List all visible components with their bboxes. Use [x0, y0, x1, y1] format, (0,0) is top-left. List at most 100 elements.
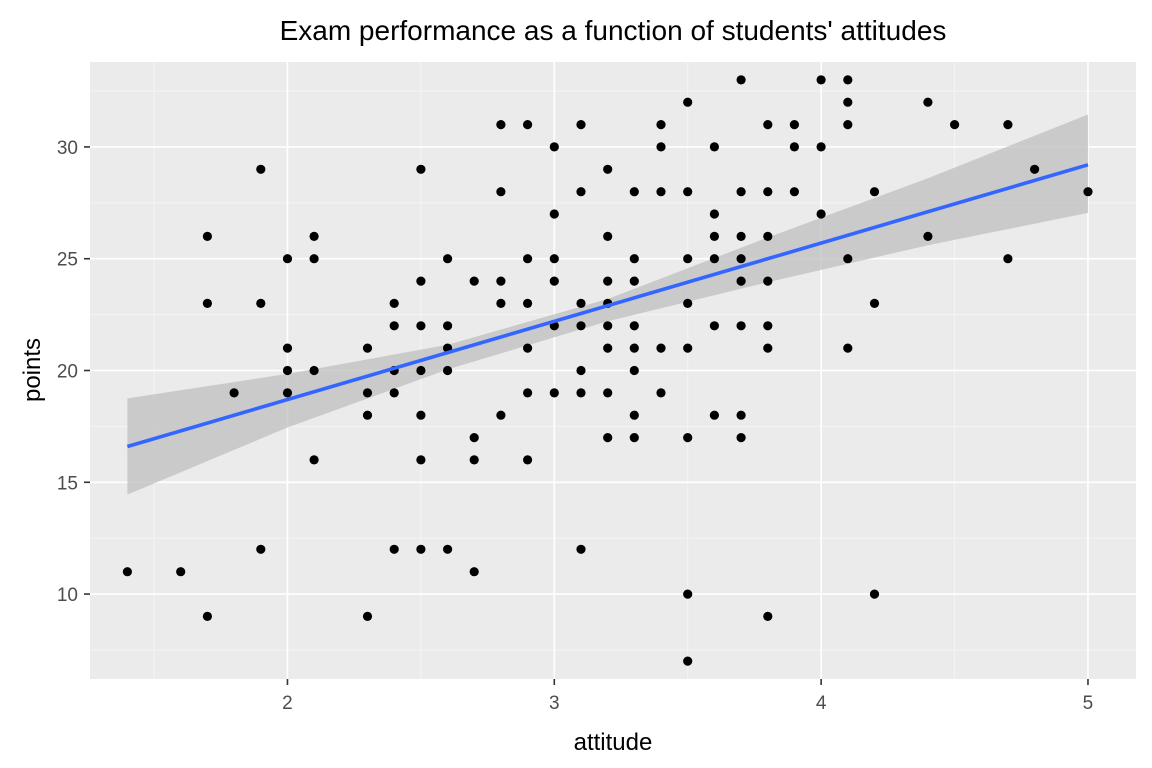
data-point	[389, 321, 399, 331]
data-point	[576, 187, 586, 197]
y-axis-title: points	[19, 338, 46, 402]
data-point	[282, 365, 293, 376]
data-point	[389, 388, 399, 398]
data-point	[656, 142, 666, 152]
data-point	[389, 544, 399, 554]
data-point	[523, 298, 533, 308]
data-point	[282, 254, 293, 264]
data-point	[443, 321, 453, 331]
data-point	[736, 276, 746, 286]
data-point	[709, 254, 720, 264]
x-axis: 2 3 4 5	[282, 679, 1093, 714]
data-point	[869, 589, 880, 599]
x-tick-label: 3	[549, 693, 560, 714]
data-point	[683, 97, 693, 107]
data-point	[416, 410, 426, 420]
data-point	[309, 254, 319, 264]
data-point	[416, 365, 426, 376]
data-point	[869, 298, 880, 308]
data-point	[549, 388, 559, 398]
data-point	[496, 120, 506, 130]
y-tick-label: 15	[57, 473, 78, 494]
data-point	[603, 164, 613, 174]
data-point	[736, 75, 746, 85]
data-point	[469, 455, 479, 465]
data-point	[202, 611, 212, 622]
data-point	[736, 254, 746, 264]
data-point	[443, 544, 453, 554]
data-point	[603, 433, 613, 443]
data-point	[202, 231, 212, 241]
data-point	[763, 321, 773, 331]
data-point	[603, 343, 613, 353]
data-point	[629, 410, 639, 420]
x-tick-label: 2	[282, 693, 293, 714]
data-point	[576, 298, 586, 308]
data-point	[523, 343, 533, 353]
data-point	[496, 276, 506, 286]
data-point	[282, 388, 293, 398]
data-point	[1083, 187, 1093, 197]
data-point	[629, 254, 639, 264]
data-point	[763, 120, 773, 130]
data-point	[656, 388, 666, 398]
data-point	[256, 164, 266, 174]
data-point	[603, 276, 613, 286]
data-point	[256, 544, 266, 554]
data-point	[843, 343, 853, 353]
data-point	[789, 120, 800, 130]
data-point	[416, 455, 426, 465]
data-point	[816, 209, 826, 219]
data-point	[629, 321, 639, 331]
y-tick-label: 30	[57, 138, 78, 159]
regression-line	[126, 163, 1089, 449]
data-point	[523, 120, 533, 130]
data-point	[656, 187, 666, 197]
data-point	[469, 276, 479, 286]
data-point	[629, 187, 639, 197]
data-point	[1003, 254, 1013, 264]
data-point	[629, 276, 639, 286]
data-point	[229, 388, 239, 398]
data-point	[736, 433, 746, 443]
data-point	[629, 433, 639, 443]
data-point	[416, 321, 426, 331]
data-point	[763, 343, 773, 353]
data-point	[683, 589, 693, 599]
data-point	[549, 254, 559, 264]
data-point	[443, 254, 453, 264]
data-point	[549, 142, 559, 152]
data-point	[576, 388, 586, 398]
data-point	[1003, 120, 1013, 130]
data-point	[683, 254, 693, 264]
data-point	[683, 656, 693, 666]
data-point	[523, 388, 533, 398]
data-point	[603, 388, 613, 398]
data-point	[416, 276, 426, 286]
data-point	[736, 187, 746, 197]
data-point	[950, 120, 960, 130]
data-point	[496, 298, 506, 308]
data-point	[176, 567, 186, 577]
data-point	[923, 97, 933, 107]
data-point	[496, 410, 506, 420]
y-axis: 10 15 20 25 30	[57, 138, 90, 606]
data-point	[843, 254, 853, 264]
data-point	[309, 231, 319, 241]
data-points	[122, 75, 1093, 666]
data-point	[629, 365, 639, 376]
data-point	[362, 410, 373, 420]
x-axis-title: attitude	[574, 729, 653, 756]
data-point	[816, 75, 826, 85]
data-point	[122, 567, 132, 577]
data-point	[362, 388, 373, 398]
data-point	[576, 544, 586, 554]
data-point	[256, 298, 266, 308]
data-point	[603, 231, 613, 241]
data-point	[923, 231, 933, 241]
data-point	[416, 544, 426, 554]
chart-title: Exam performance as a function of studen…	[280, 15, 947, 46]
data-point	[282, 343, 293, 353]
data-point	[736, 410, 746, 420]
x-tick-label: 4	[816, 693, 827, 714]
